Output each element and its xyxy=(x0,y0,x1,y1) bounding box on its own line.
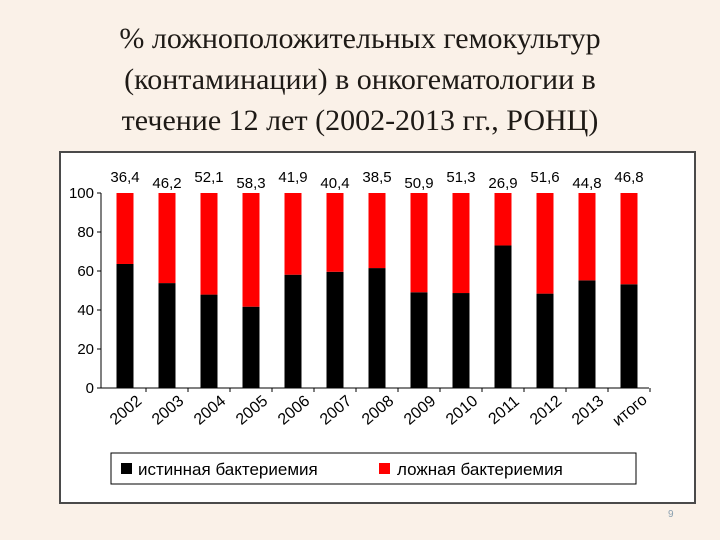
y-tick-label: 40 xyxy=(77,302,94,319)
data-label: 46,8 xyxy=(614,169,643,186)
bar-false-bacteremia xyxy=(410,193,428,293)
bar-false-bacteremia xyxy=(158,193,176,284)
data-label: 40,4 xyxy=(320,175,349,192)
x-tick-label: 2008 xyxy=(359,393,397,429)
title-line-1: % ложноположительных гемокультур xyxy=(119,22,601,55)
bar-false-bacteremia xyxy=(326,193,344,272)
bar-true-bacteremia xyxy=(326,271,344,388)
data-label: 26,9 xyxy=(488,175,517,192)
bar-false-bacteremia xyxy=(368,193,386,269)
x-tick-label: 2006 xyxy=(275,393,313,429)
bar-false-bacteremia xyxy=(242,193,260,307)
bar-false-bacteremia xyxy=(578,193,596,281)
bar-true-bacteremia xyxy=(200,294,218,388)
data-label: 50,9 xyxy=(404,175,433,192)
y-tick-label: 80 xyxy=(77,224,94,241)
data-label: 58,3 xyxy=(236,175,265,192)
chart-frame: 0 20 40 60 80 100 36,4 2002 46,2 2003 52,1 2004 58,… xyxy=(59,151,696,504)
y-tick-label: 60 xyxy=(77,263,94,280)
x-tick-label: 2005 xyxy=(233,393,271,429)
data-label: 52,1 xyxy=(194,169,223,186)
bar-true-bacteremia xyxy=(242,306,260,388)
title-line-3: течение 12 лет (2002-2013 гг., РОНЦ) xyxy=(121,104,599,137)
data-label: 44,8 xyxy=(572,175,601,192)
x-tick-label: 2007 xyxy=(317,393,355,429)
bar-true-bacteremia xyxy=(494,245,512,388)
legend-swatch-false xyxy=(379,463,390,474)
x-tick-label: 2003 xyxy=(149,393,187,429)
data-label: 46,2 xyxy=(152,175,181,192)
data-label: 38,5 xyxy=(362,169,391,186)
y-tick-label: 100 xyxy=(69,185,94,202)
x-tick-label: 2002 xyxy=(107,393,145,429)
slide-title: % ложноположительных гемокультур (контам… xyxy=(40,18,680,141)
bar-true-bacteremia xyxy=(578,280,596,388)
y-tick-label: 20 xyxy=(77,341,94,358)
data-label: 51,6 xyxy=(530,169,559,186)
bar-true-bacteremia xyxy=(452,293,470,388)
bar-true-bacteremia xyxy=(620,284,638,388)
x-tick-label: 2012 xyxy=(527,393,565,429)
bar-true-bacteremia xyxy=(284,274,302,388)
legend-label-true: истинная бактериемия xyxy=(138,460,318,479)
y-tick-label: 0 xyxy=(86,380,94,397)
x-tick-label: 2009 xyxy=(401,393,439,429)
bar-true-bacteremia xyxy=(158,283,176,388)
legend-box xyxy=(110,452,637,485)
x-tick-label: 2013 xyxy=(569,393,607,429)
data-label: 51,3 xyxy=(446,169,475,186)
slide-number: 9 xyxy=(668,509,674,520)
bar-false-bacteremia xyxy=(284,193,302,275)
bar-true-bacteremia xyxy=(116,263,134,388)
bar-false-bacteremia xyxy=(200,193,218,295)
legend-swatch-true xyxy=(121,463,132,474)
x-tick-label: итого xyxy=(610,391,651,429)
legend-label-false: ложная бактериемия xyxy=(397,460,563,479)
bar-true-bacteremia xyxy=(410,292,428,388)
x-tick-label: 2004 xyxy=(191,393,229,429)
title-line-2: (контаминации) в онкогематологии в xyxy=(124,63,596,96)
bar-true-bacteremia xyxy=(368,268,386,388)
data-label: 36,4 xyxy=(110,169,139,186)
x-tick-label: 2011 xyxy=(485,393,522,428)
data-label: 41,9 xyxy=(278,169,307,186)
bar-false-bacteremia xyxy=(116,193,134,264)
x-tick-label: 2010 xyxy=(443,393,481,429)
bar-false-bacteremia xyxy=(494,193,512,246)
bar-false-bacteremia xyxy=(620,193,638,285)
stacked-bar-chart: 0 20 40 60 80 100 36,4 2002 46,2 2003 52,1 2004 58,… xyxy=(69,169,651,485)
bar-true-bacteremia xyxy=(536,293,554,388)
bar-false-bacteremia xyxy=(452,193,470,294)
bar-false-bacteremia xyxy=(536,193,554,294)
